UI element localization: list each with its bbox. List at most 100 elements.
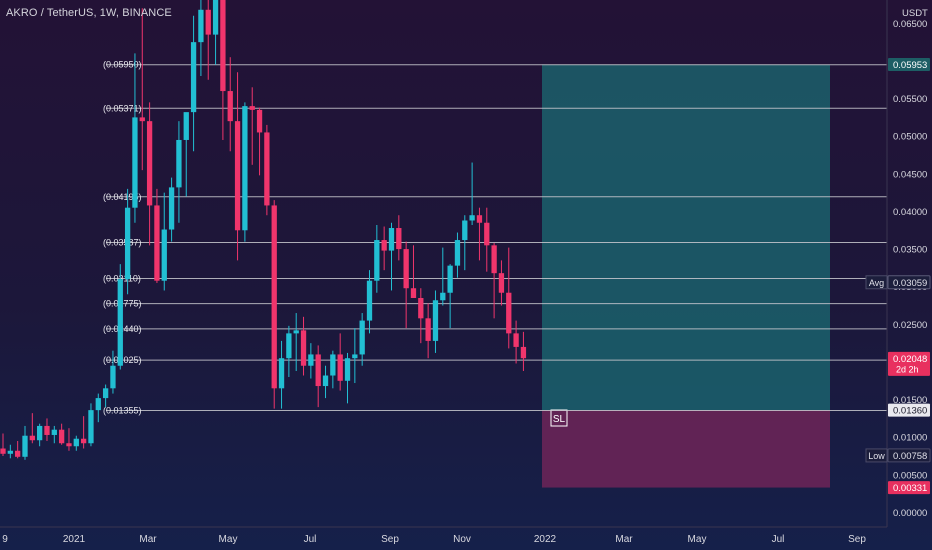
candle-body [227, 91, 233, 122]
candle [447, 264, 453, 329]
candle [286, 325, 292, 378]
candle-body [520, 346, 527, 359]
candle-body [337, 354, 343, 381]
price-tick: 0.03500 [893, 245, 927, 256]
candle [88, 403, 94, 447]
candle [198, 0, 204, 77]
price-label-stop: 0.01360 [888, 403, 930, 417]
price-label-value: 0.03059 [893, 278, 927, 289]
candle-body [381, 240, 387, 251]
loss-zone[interactable] [542, 410, 830, 488]
candle [124, 188, 131, 295]
candle [381, 226, 387, 271]
candle-body [44, 425, 50, 435]
candle [256, 107, 263, 176]
candle [80, 416, 87, 449]
candle-body [447, 265, 453, 293]
candle [454, 232, 461, 278]
candle [168, 177, 175, 242]
candle-body [132, 117, 138, 208]
candle [29, 413, 35, 444]
candle [139, 8, 145, 171]
position-tool[interactable]: SL [542, 64, 830, 488]
candle-body [0, 448, 6, 454]
candle-body [484, 222, 490, 246]
candle-body [88, 410, 94, 444]
price-tick: 0.04000 [893, 207, 927, 218]
fib-levels[interactable]: (0.05950) (0.05371) (0.04195) (0.03587) (0.0… [103, 60, 887, 416]
candle [132, 53, 138, 223]
candle [374, 225, 380, 293]
candle [183, 112, 189, 197]
candle [410, 245, 417, 299]
candle-body [183, 112, 189, 140]
candle [161, 192, 167, 291]
candle-body [418, 298, 424, 319]
candle-body [146, 121, 153, 206]
profit-zone[interactable] [542, 64, 830, 411]
time-tick: Jul [304, 534, 317, 545]
candle-body [176, 139, 182, 188]
candle-body [205, 9, 211, 35]
candle-body [300, 330, 307, 366]
price-label-avg: 0.03059 Avg [865, 275, 931, 290]
candle-body [322, 375, 329, 387]
price-tag-bg [865, 448, 888, 463]
candle-body [80, 438, 87, 444]
candle-body [264, 132, 270, 206]
candle [506, 247, 512, 349]
candle-body [513, 333, 519, 347]
candle [234, 72, 241, 261]
candle-body [249, 106, 255, 110]
price-label-value: 0.05953 [893, 60, 927, 71]
candle [58, 423, 65, 445]
price-label-target: 0.05953 [888, 57, 930, 71]
candle [249, 87, 255, 165]
candle [520, 331, 527, 371]
candle [359, 313, 365, 366]
candle [264, 124, 270, 216]
candle-body [7, 450, 13, 454]
candle [212, 0, 219, 65]
time-tick: Nov [453, 534, 471, 545]
time-tick: May [219, 534, 238, 545]
time-tick: Jul [772, 534, 785, 545]
candle [432, 290, 439, 353]
candle [44, 418, 50, 441]
candle [0, 433, 6, 457]
candle-body [344, 358, 351, 381]
time-axis[interactable]: 9 2021 Mar May Jul Sep Nov 2022 Mar May Jul Sep [0, 526, 887, 545]
candle-body [432, 300, 439, 341]
fib-label: (0.05950) [103, 60, 142, 70]
price-label-bg [888, 351, 930, 376]
candle-body [308, 354, 314, 366]
candle-body [315, 354, 321, 387]
price-axis[interactable]: 0.065000.060000.055000.050000.045000.040… [886, 0, 928, 527]
candle-body [476, 215, 483, 223]
candle [476, 207, 483, 261]
candle-body [256, 109, 263, 133]
candle-body [58, 429, 65, 444]
fib-label: (0.01355) [103, 406, 142, 416]
candle [154, 188, 160, 283]
sl-label-box [550, 409, 568, 427]
candle-body [498, 273, 505, 293]
candle-body [469, 215, 475, 221]
time-tick: May [688, 534, 707, 545]
candle [440, 247, 446, 306]
candle [308, 343, 314, 379]
candle-body [15, 450, 21, 457]
candle [513, 320, 519, 364]
candle [322, 365, 329, 399]
candle-body [491, 245, 497, 274]
candle [146, 102, 153, 246]
candle-body [95, 398, 101, 411]
price-label-bg [888, 481, 930, 495]
time-tick: Sep [381, 534, 399, 545]
candle-body [102, 388, 109, 399]
time-tick: 2022 [534, 534, 557, 545]
candle-body [117, 279, 123, 366]
